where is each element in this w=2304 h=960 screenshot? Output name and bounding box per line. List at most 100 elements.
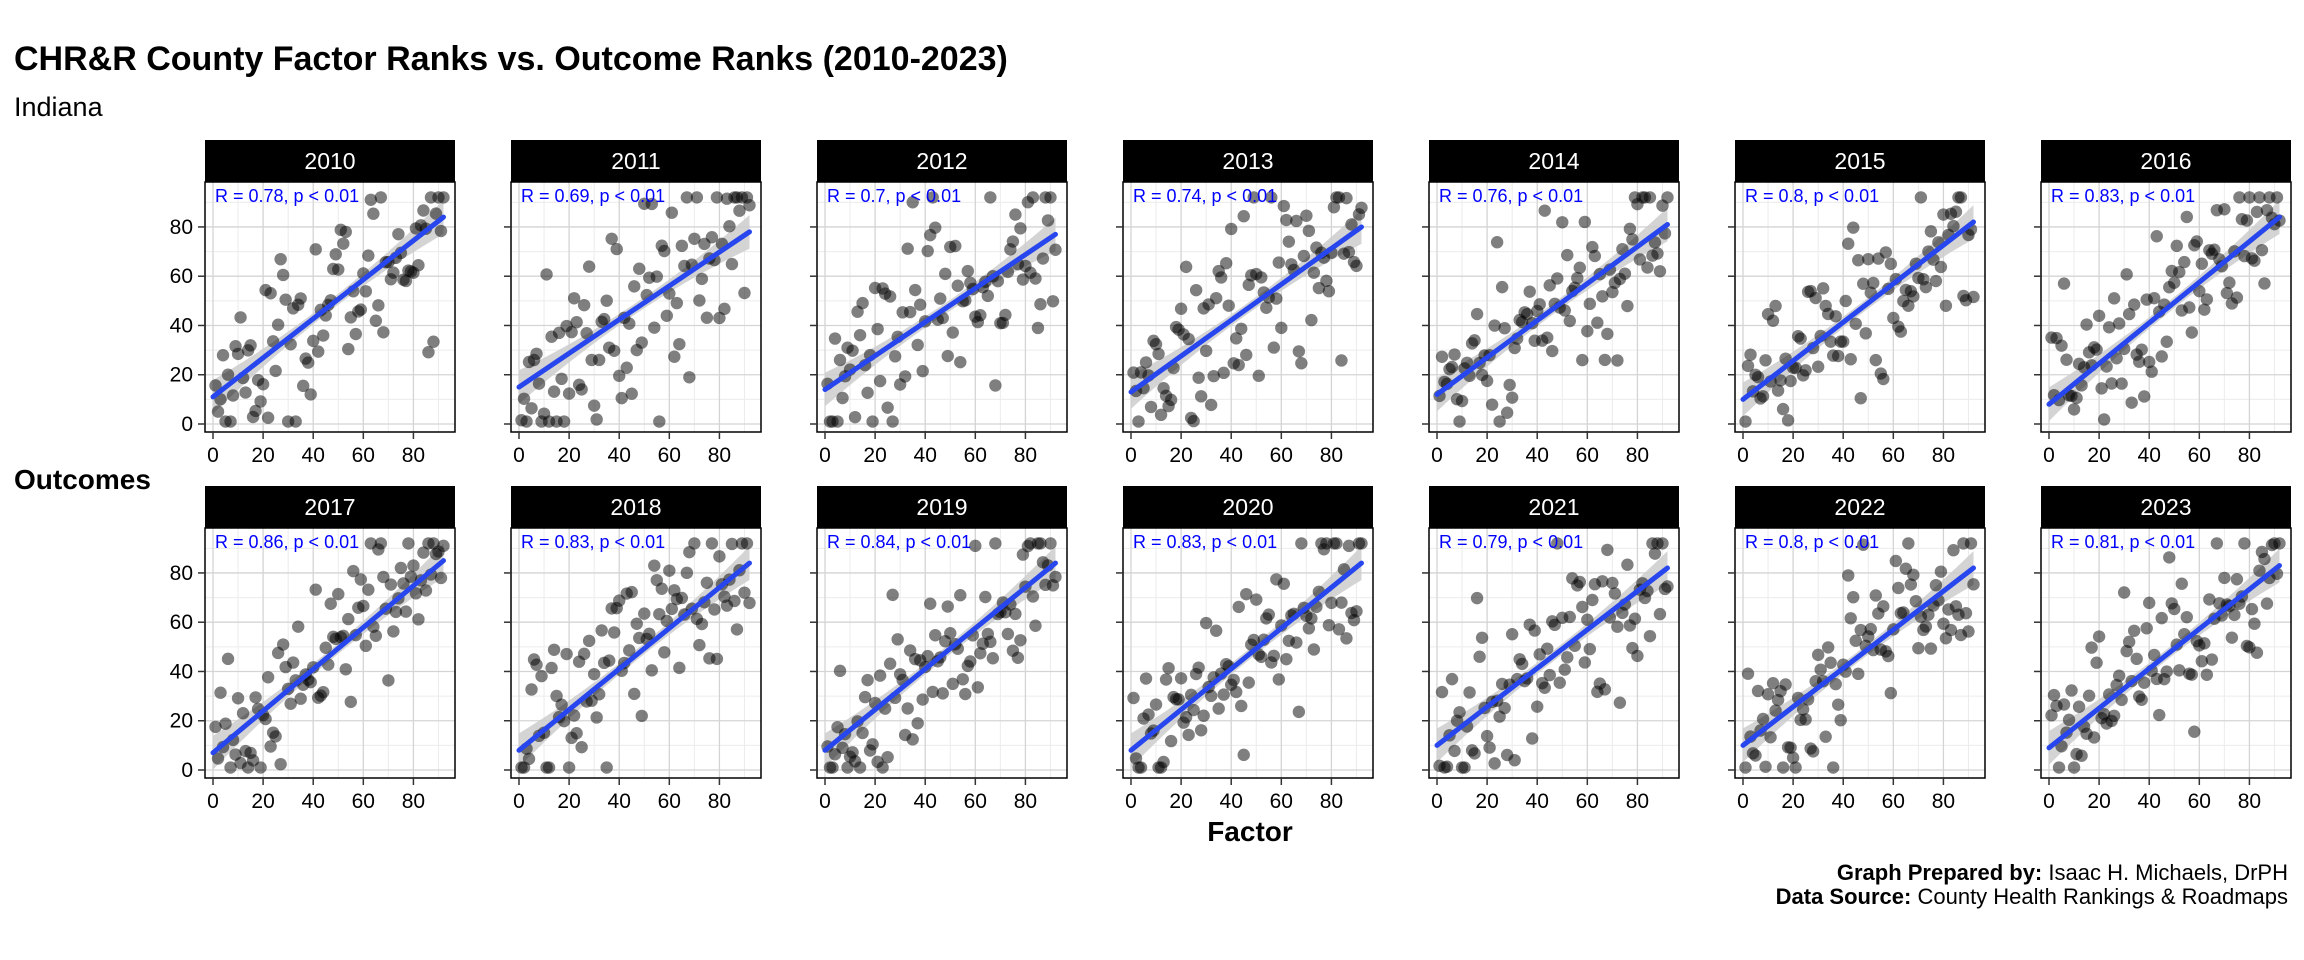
fit-line bbox=[1128, 560, 1364, 753]
facet-panel-2021: 2021 R = 0.79, p < 0.01 0 20 40 60 80 bbox=[1422, 486, 1680, 813]
x-tick-label: 40 bbox=[1832, 444, 1855, 467]
data-point bbox=[883, 657, 897, 670]
y-tick-label: 40 bbox=[170, 314, 193, 337]
data-point bbox=[1832, 698, 1845, 711]
data-point bbox=[2085, 641, 2098, 654]
data-point bbox=[387, 266, 400, 279]
data-point bbox=[1859, 327, 1872, 340]
data-point bbox=[2138, 390, 2151, 403]
facet-panel-2023: 2023 R = 0.81, p < 0.01 0 20 40 60 80 bbox=[2034, 486, 2292, 813]
data-point bbox=[2208, 243, 2221, 256]
x-tick-label: 60 bbox=[2188, 790, 2211, 813]
facet-strip bbox=[1735, 140, 1985, 182]
data-point bbox=[861, 673, 874, 687]
data-point bbox=[417, 204, 430, 217]
data-point bbox=[575, 740, 588, 754]
data-point bbox=[1959, 606, 1973, 620]
data-point bbox=[209, 720, 222, 734]
data-point bbox=[377, 326, 390, 339]
panel-border bbox=[510, 527, 762, 779]
data-point bbox=[291, 620, 305, 633]
data-point bbox=[921, 649, 934, 663]
data-point bbox=[1199, 344, 1213, 358]
data-point bbox=[342, 342, 355, 356]
data-point bbox=[2150, 230, 2163, 243]
data-point bbox=[1225, 222, 1238, 236]
data-point bbox=[1277, 199, 1291, 213]
data-point bbox=[1272, 256, 1286, 269]
data-point bbox=[565, 325, 578, 339]
data-point bbox=[389, 605, 403, 619]
data-point bbox=[979, 590, 992, 604]
data-point bbox=[954, 355, 967, 369]
data-point bbox=[1842, 237, 1855, 250]
data-point bbox=[236, 707, 250, 720]
data-point bbox=[836, 391, 849, 405]
data-point bbox=[708, 603, 721, 616]
data-point bbox=[1826, 761, 1840, 774]
data-point bbox=[434, 571, 448, 585]
data-point bbox=[1149, 338, 1163, 351]
data-point bbox=[535, 669, 548, 683]
data-point bbox=[929, 221, 942, 234]
data-point bbox=[1182, 728, 1195, 742]
data-point bbox=[2107, 292, 2121, 305]
data-point bbox=[1049, 243, 1062, 256]
data-point bbox=[359, 285, 373, 298]
data-point bbox=[1330, 537, 1343, 550]
data-point bbox=[1601, 543, 1614, 557]
data-point bbox=[623, 644, 636, 657]
data-point bbox=[332, 263, 345, 276]
data-point bbox=[911, 717, 924, 730]
data-point bbox=[743, 199, 756, 212]
data-point bbox=[1031, 321, 1045, 335]
data-point bbox=[394, 561, 408, 575]
data-point bbox=[2067, 761, 2081, 774]
x-tick-label: 20 bbox=[863, 444, 886, 467]
data-point bbox=[1739, 415, 1752, 428]
data-point bbox=[1232, 358, 1245, 372]
data-point bbox=[1626, 233, 1639, 246]
data-point bbox=[675, 591, 689, 605]
data-point bbox=[926, 191, 939, 204]
data-point bbox=[1154, 408, 1168, 422]
data-point bbox=[256, 378, 270, 391]
data-point bbox=[2132, 355, 2146, 368]
data-point bbox=[658, 646, 671, 659]
data-point bbox=[1947, 544, 1960, 557]
data-point bbox=[886, 415, 899, 428]
data-point bbox=[2097, 413, 2111, 426]
data-point bbox=[2193, 284, 2206, 298]
data-point bbox=[1588, 249, 1602, 263]
data-point bbox=[1014, 634, 1027, 647]
data-point bbox=[2117, 586, 2131, 599]
y-tick-label: 0 bbox=[181, 413, 193, 436]
data-point bbox=[653, 415, 666, 428]
x-tick-label: 20 bbox=[557, 790, 580, 813]
data-point bbox=[1267, 649, 1281, 663]
data-point bbox=[605, 232, 618, 245]
data-point bbox=[1036, 252, 1050, 265]
data-point bbox=[643, 627, 656, 641]
chart-title: CHR&R County Factor Ranks vs. Outcome Ra… bbox=[14, 40, 1008, 78]
data-point bbox=[1598, 683, 1612, 696]
data-point bbox=[625, 585, 638, 599]
panel-border bbox=[1122, 527, 1374, 779]
fit-line bbox=[210, 558, 446, 756]
data-point bbox=[675, 239, 689, 253]
data-point bbox=[577, 647, 591, 661]
x-tick-label: 80 bbox=[2238, 790, 2261, 813]
data-point bbox=[2185, 326, 2198, 339]
data-point bbox=[1882, 649, 1895, 663]
data-point bbox=[582, 260, 596, 273]
data-point bbox=[1912, 642, 1925, 655]
data-point bbox=[2052, 761, 2066, 774]
data-point bbox=[1648, 236, 1662, 249]
caption-source-value: County Health Rankings & Roadmaps bbox=[1917, 884, 2288, 909]
x-tick-label: 60 bbox=[1882, 790, 1905, 813]
data-point bbox=[628, 687, 641, 701]
facet-strip bbox=[1429, 486, 1679, 528]
data-point bbox=[1192, 371, 1205, 384]
x-tick-label: 0 bbox=[1125, 444, 1137, 467]
fit-line bbox=[1740, 219, 1976, 402]
